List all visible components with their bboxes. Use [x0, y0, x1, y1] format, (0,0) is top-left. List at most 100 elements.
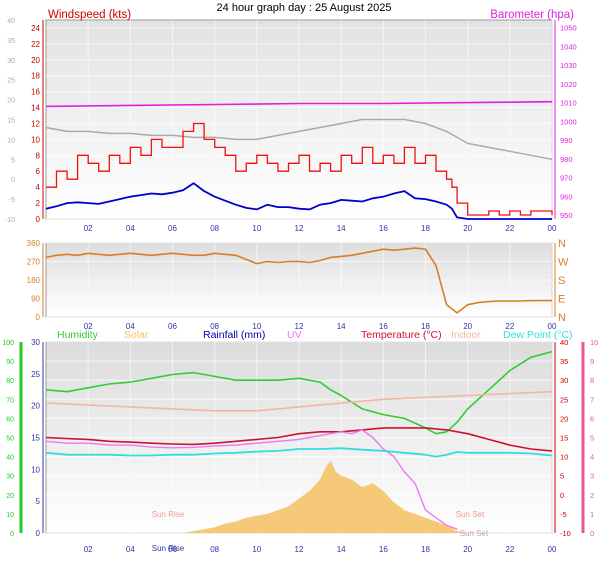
temperature-tick-label: 0	[560, 491, 564, 500]
dewpoint-series-line	[45, 447, 553, 458]
direction-compass-tick-label: E	[558, 294, 565, 306]
direction-x-tick-label: 00	[548, 322, 557, 331]
uv-tick-label: 7	[590, 395, 594, 404]
barometer-tick-label: 970	[560, 174, 573, 183]
wind-left-tick-label: 14	[31, 104, 40, 113]
direction-x-tick-label: 12	[295, 322, 304, 331]
wind-panel: Windspeed (kts) Barometer (hpa) 24222018…	[5, 9, 577, 233]
wind-left-tick-label: 24	[31, 24, 40, 33]
legend-item: Indoor	[451, 329, 481, 341]
temperature-legend: Humidity Solar Rainfall (mm) UV Temperature …	[57, 329, 573, 341]
temperature-x-tick-label: 10	[252, 545, 261, 554]
barometer-tick-label: 1020	[560, 80, 577, 89]
uv-tick-label: 10	[590, 338, 598, 347]
barometer-axis-ticks: 1050 1040 1030 1020 1010 1000 990 980 970 960 950	[554, 20, 577, 220]
temperature-series-line	[45, 427, 553, 452]
wind-left-tick-label: 4	[36, 183, 41, 192]
direction-x-tick-label: 14	[337, 322, 346, 331]
rainfall-tick-label: 25	[31, 370, 40, 379]
barometer-tick-label: 1050	[560, 24, 577, 33]
direction-x-tick-label: 20	[463, 322, 472, 331]
humidity-tick-label: 90	[6, 359, 14, 366]
barometer-series-line	[45, 100, 553, 108]
barometer-tick-label: 980	[560, 155, 573, 164]
barometer-tick-label: 950	[560, 211, 573, 220]
wind-outer-tick-label: 10	[7, 137, 15, 144]
direction-x-tick-label: 22	[505, 322, 514, 331]
wind-x-tick-label: 06	[168, 224, 177, 233]
wind-outer-tick-label: 30	[7, 58, 15, 65]
page-title: 24 hour graph day : 25 August 2025	[217, 2, 392, 14]
temperature-tick-label: 10	[560, 453, 568, 462]
direction-series-line	[45, 247, 552, 314]
wind-left-tick-label: 0	[36, 215, 41, 224]
wind-left-tick-label: 20	[31, 56, 40, 65]
uv-tick-label: 8	[590, 376, 594, 385]
humidity-tick-label: 60	[6, 416, 14, 423]
humidity-tick-label: 40	[6, 455, 14, 462]
wind-x-axis-ticks: 02 04 06 08 10 12 14 16 18 20 22 00	[84, 224, 557, 233]
barometer-axis-label: Barometer (hpa)	[490, 9, 574, 21]
direction-degree-tick-label: 360	[27, 239, 41, 248]
uv-tick-label: 9	[590, 357, 594, 366]
legend-item: Temperature (°C)	[361, 329, 442, 341]
direction-x-tick-label: 10	[252, 322, 261, 331]
legend-item: Humidity	[57, 329, 99, 341]
temperature-x-tick-label: 16	[379, 545, 388, 554]
rainfall-tick-label: 30	[31, 338, 40, 347]
temperature-tick-label: 5	[560, 472, 564, 481]
sun-label: Sun Rise	[152, 544, 185, 553]
barometer-tick-label: 1040	[560, 42, 577, 51]
direction-x-tick-label: 02	[84, 322, 93, 331]
direction-x-axis-ticks: 02 04 06 08 10 12 14 16 18 20 22 00	[84, 322, 557, 331]
sun-label: Sun Set	[456, 510, 485, 519]
direction-degree-tick-label: 270	[27, 258, 41, 267]
wind-x-tick-label: 04	[126, 224, 135, 233]
temperature-x-tick-label: 14	[337, 545, 346, 554]
direction-degree-ticks: 360 270 180 90 0	[27, 239, 44, 322]
rainfall-tick-label: 0	[36, 529, 41, 538]
wind-x-tick-label: 18	[421, 224, 430, 233]
direction-compass-tick-label: W	[558, 257, 569, 269]
wind-outer-tick-label: 20	[7, 98, 15, 105]
humidity-tick-label: 20	[6, 493, 14, 500]
temperature-x-tick-label: 08	[210, 545, 219, 554]
wind-left-tick-label: 2	[36, 199, 41, 208]
sun-labels: Sun Rise Sun Set Sun Rise Sun Set	[152, 510, 489, 553]
wind-outer-tick-label: 15	[7, 118, 15, 125]
humidity-tick-label: 50	[6, 436, 14, 443]
wind-left-tick-label: 10	[31, 135, 40, 144]
legend-item: Rainfall (mm)	[203, 329, 265, 341]
temperature-axis-ticks: 40 35 30 25 20 15 10 5 0 -5 -10	[554, 338, 571, 538]
wind-average-series-line	[45, 182, 552, 220]
rainfall-axis-ticks: 30 25 20 15 10 5 0	[31, 338, 44, 538]
temperature-x-tick-label: 12	[295, 545, 304, 554]
wind-left-tick-label: 6	[36, 167, 41, 176]
wind-outer-tick-label: 25	[7, 78, 15, 85]
direction-x-tick-label: 16	[379, 322, 388, 331]
direction-degree-tick-label: 180	[27, 276, 41, 285]
direction-series-group	[45, 247, 552, 314]
temperature-x-tick-label: 20	[463, 545, 472, 554]
direction-x-tick-label: 08	[210, 322, 219, 331]
grey-series-line	[45, 118, 553, 161]
wind-left-tick-label: 12	[31, 119, 40, 128]
wind-x-tick-label: 16	[379, 224, 388, 233]
uv-tick-label: 4	[590, 453, 594, 462]
wind-x-tick-label: 20	[463, 224, 472, 233]
temperature-tick-label: 35	[560, 357, 568, 366]
legend-item: UV	[287, 329, 302, 341]
direction-x-tick-label: 06	[168, 322, 177, 331]
temperature-x-tick-label: 00	[548, 545, 557, 554]
barometer-tick-label: 960	[560, 192, 573, 201]
wind-x-tick-label: 10	[252, 224, 261, 233]
humidity-tick-label: 0	[10, 531, 14, 538]
direction-compass-tick-label: S	[558, 275, 565, 287]
barometer-tick-label: 1000	[560, 117, 577, 126]
sun-label: Sun Rise	[152, 510, 185, 519]
